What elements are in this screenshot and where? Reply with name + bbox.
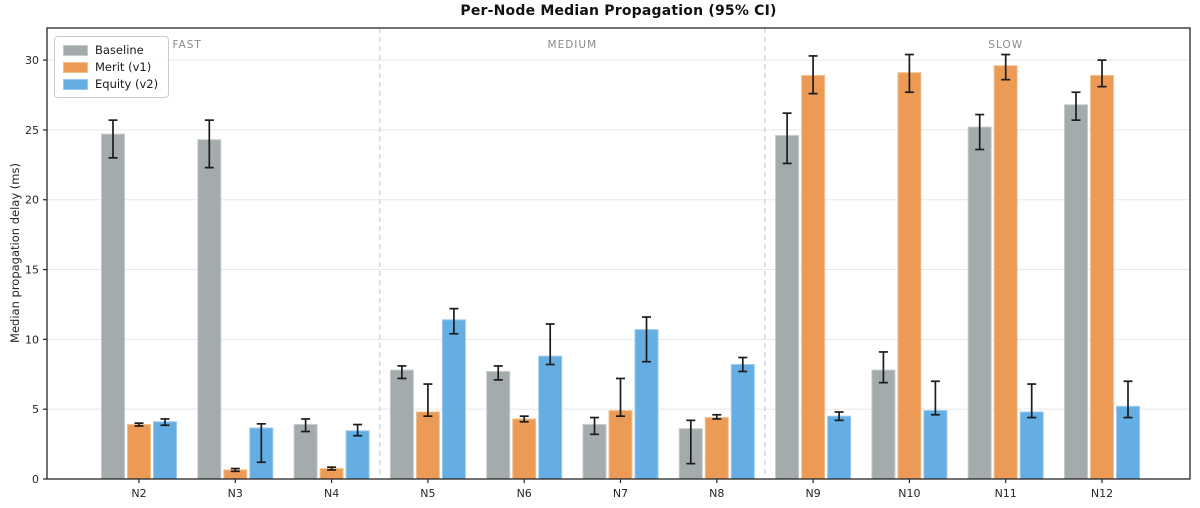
bar-baseline-N11 (967, 126, 992, 480)
bar-equity-v2--N5 (441, 319, 466, 480)
bar-baseline-N12 (1064, 104, 1088, 480)
x-tick-label: N7 (613, 487, 628, 500)
bar-merit-v1--N7 (608, 410, 633, 480)
bar-baseline-N5 (389, 369, 414, 480)
legend-label: Equity (v2) (95, 77, 159, 91)
x-tick-label: N6 (517, 487, 532, 500)
y-tick-label: 10 (25, 333, 39, 346)
bar-merit-v1--N11 (993, 65, 1018, 480)
legend: Baseline Merit (v1) Equity (v2) (54, 36, 170, 98)
section-label-medium: MEDIUM (547, 39, 598, 51)
bar-baseline-N6 (486, 370, 511, 480)
bar-baseline-N2 (101, 133, 125, 480)
bar-merit-v1--N8 (704, 417, 729, 480)
bar-baseline-N10 (871, 369, 896, 480)
x-tick-label: N12 (1091, 487, 1113, 500)
y-tick-label: 0 (32, 473, 39, 486)
merit-swatch-icon (63, 61, 88, 73)
bar-baseline-N4 (293, 424, 318, 480)
section-label-fast: FAST (172, 39, 202, 51)
bar-baseline-N9 (775, 135, 800, 480)
bar-merit-v1--N10 (897, 72, 922, 480)
bar-equity-v2--N2 (153, 421, 177, 480)
legend-item-equity: Equity (v2) (63, 77, 158, 91)
y-tick-label: 5 (32, 403, 39, 416)
bar-merit-v1--N5 (415, 411, 440, 480)
y-tick-label: 30 (25, 54, 39, 67)
section-label-slow: SLOW (988, 39, 1024, 51)
bar-equity-v2--N9 (827, 415, 852, 480)
x-tick-label: N5 (420, 487, 435, 500)
legend-label: Baseline (95, 43, 144, 57)
bar-merit-v1--N9 (801, 74, 826, 480)
x-tick-label: N10 (898, 487, 920, 500)
bar-merit-v1--N6 (512, 418, 537, 480)
legend-item-merit: Merit (v1) (63, 60, 158, 74)
y-axis-label: Median propagation delay (ms) (8, 163, 22, 343)
equity-swatch-icon (63, 78, 88, 90)
y-tick-label: 20 (25, 194, 39, 207)
x-tick-label: N8 (709, 487, 724, 500)
x-tick-label: N4 (324, 487, 339, 500)
bar-merit-v1--N12 (1090, 74, 1114, 480)
legend-item-baseline: Baseline (63, 43, 158, 57)
chart-title: Per-Node Median Propagation (95% CI) (460, 3, 777, 19)
bar-equity-v2--N4 (345, 430, 370, 480)
x-tick-label: N11 (995, 487, 1017, 500)
plot-border (46, 27, 1191, 480)
legend-label: Merit (v1) (95, 60, 152, 74)
y-tick-label: 15 (25, 264, 39, 277)
bar-equity-v2--N11 (1019, 411, 1044, 480)
bar-merit-v1--N2 (127, 424, 151, 480)
bar-equity-v2--N6 (538, 355, 563, 480)
x-tick-label: N3 (228, 487, 243, 500)
x-tick-label: N2 (131, 487, 146, 500)
baseline-swatch-icon (63, 44, 88, 56)
x-tick-label: N9 (805, 487, 820, 500)
bar-equity-v2--N8 (730, 364, 755, 480)
y-tick-label: 25 (25, 124, 39, 137)
bar-baseline-N3 (197, 139, 222, 480)
bar-equity-v2--N10 (923, 410, 948, 480)
